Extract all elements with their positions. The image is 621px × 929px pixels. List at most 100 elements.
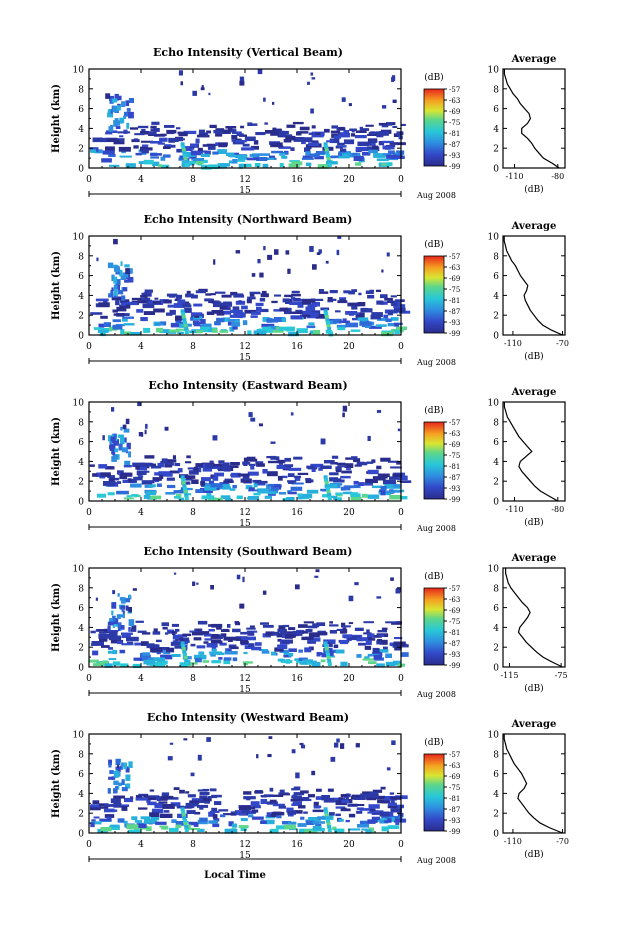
heatmap-cell [326,490,331,495]
heatmap-cell [312,821,325,824]
heatmap-cell [315,132,321,135]
heatmap-cell [351,130,355,133]
heatmap-cell [103,808,115,813]
heatmap-cell [323,797,335,803]
heatmap-cell [337,142,345,146]
heatmap-cell [225,498,232,501]
heatmap-cell [299,126,310,131]
heatmap-cell [183,653,187,658]
heatmap-cell [175,319,182,324]
heatmap-cell [373,655,383,660]
heatmap-cell [210,639,221,644]
heatmap-cell [162,627,168,630]
heatmap-cell [193,822,199,827]
heatmap-cell [183,490,188,495]
average-frame [502,401,566,502]
colorbar-tick-label: -57 [449,751,460,759]
heatmap-cell [119,117,125,124]
heatmap-cell [201,85,204,89]
heatmap-cell [116,481,122,484]
heatmap-cell [90,821,102,825]
heatmap-cell [138,475,144,478]
heatmap-cell [100,472,111,477]
average-profile-line [503,236,563,336]
heatmap-cell [324,148,329,153]
heatmap-cell [116,95,122,101]
heatmap-cell [113,788,118,794]
heatmap-cell [259,649,268,651]
heatmap-cell [353,156,364,161]
heatmap-cell [327,788,334,792]
heatmap-cell [335,806,346,809]
heatmap-cell [119,269,123,277]
heatmap-cell [308,637,321,642]
heatmap-cell [248,814,254,818]
heatmap-cell [175,315,186,321]
heatmap-cell [287,490,292,493]
heatmap-cell [386,490,395,494]
heatmap-cell [212,814,218,819]
heatmap-cell [118,443,123,451]
date-label: Aug 2008 [416,191,456,200]
heatmap-cell [315,569,320,573]
heatmap-cell [223,462,230,467]
heatmap-cell [245,485,253,490]
heatmap-cell [324,128,330,133]
heatmap-cell [365,124,374,127]
heatmap-cell [115,125,121,129]
heatmap-cell [255,461,264,465]
heatmap-cell [202,467,213,472]
heatmap-cell [343,290,350,294]
heatmap-cell [164,125,175,128]
heatmap-cell [315,796,322,800]
heatmap-cell [151,161,160,167]
heatmap-cell [149,795,160,798]
heatmap-cell [316,652,321,657]
heatmap-cell [241,809,250,814]
y-tick-label: 8 [78,750,84,760]
average-frame [502,235,566,336]
heatmap-cell [107,262,114,269]
heatmap-cell [356,637,369,641]
heatmap-cell [346,793,350,798]
heatmap-cell [237,473,250,477]
heatmap-cell [261,290,267,295]
heatmap-cell [284,824,296,830]
heatmap-cell [149,789,155,792]
heatmap-cell [213,463,222,467]
heatmap-cell [369,791,379,796]
heatmap-cell [118,614,124,618]
x-axis-label: Local Time [204,870,266,881]
heatmap-cell [379,811,390,817]
heatmap-cell [184,330,189,335]
heatmap-cell [283,138,292,143]
heatmap-cell [182,152,196,157]
heatmap-cell [261,323,275,328]
heatmap-cell [255,302,264,306]
heatmap-cell [143,159,154,165]
avg-x-axis-label: (dB) [524,351,543,362]
average-title: Average [511,54,557,65]
heatmap-cell [356,810,363,814]
heatmap-cell [281,317,287,322]
heatmap-cell [182,637,190,641]
heatmap-cell [111,407,115,412]
heatmap-cell [99,818,112,822]
y-tick-label: 2 [78,312,84,322]
heatmap-cell [379,818,388,821]
heatmap-cell [311,298,316,303]
heatmap-cell [196,582,199,585]
heatmap-cell [396,587,401,593]
heatmap-cell [306,465,315,469]
heatmap-cell [347,635,361,641]
heatmap-cell [353,480,359,485]
heatmap-cell [114,448,119,453]
heatmap-cell [336,828,345,833]
heatmap-cell [213,259,216,265]
heatmap-cell [152,301,161,304]
heatmap-cell [300,493,313,499]
heatmap-cell [340,475,351,479]
heatmap-cell [111,274,115,281]
heatmap-cell [306,489,319,494]
heatmap-cell [375,289,381,292]
